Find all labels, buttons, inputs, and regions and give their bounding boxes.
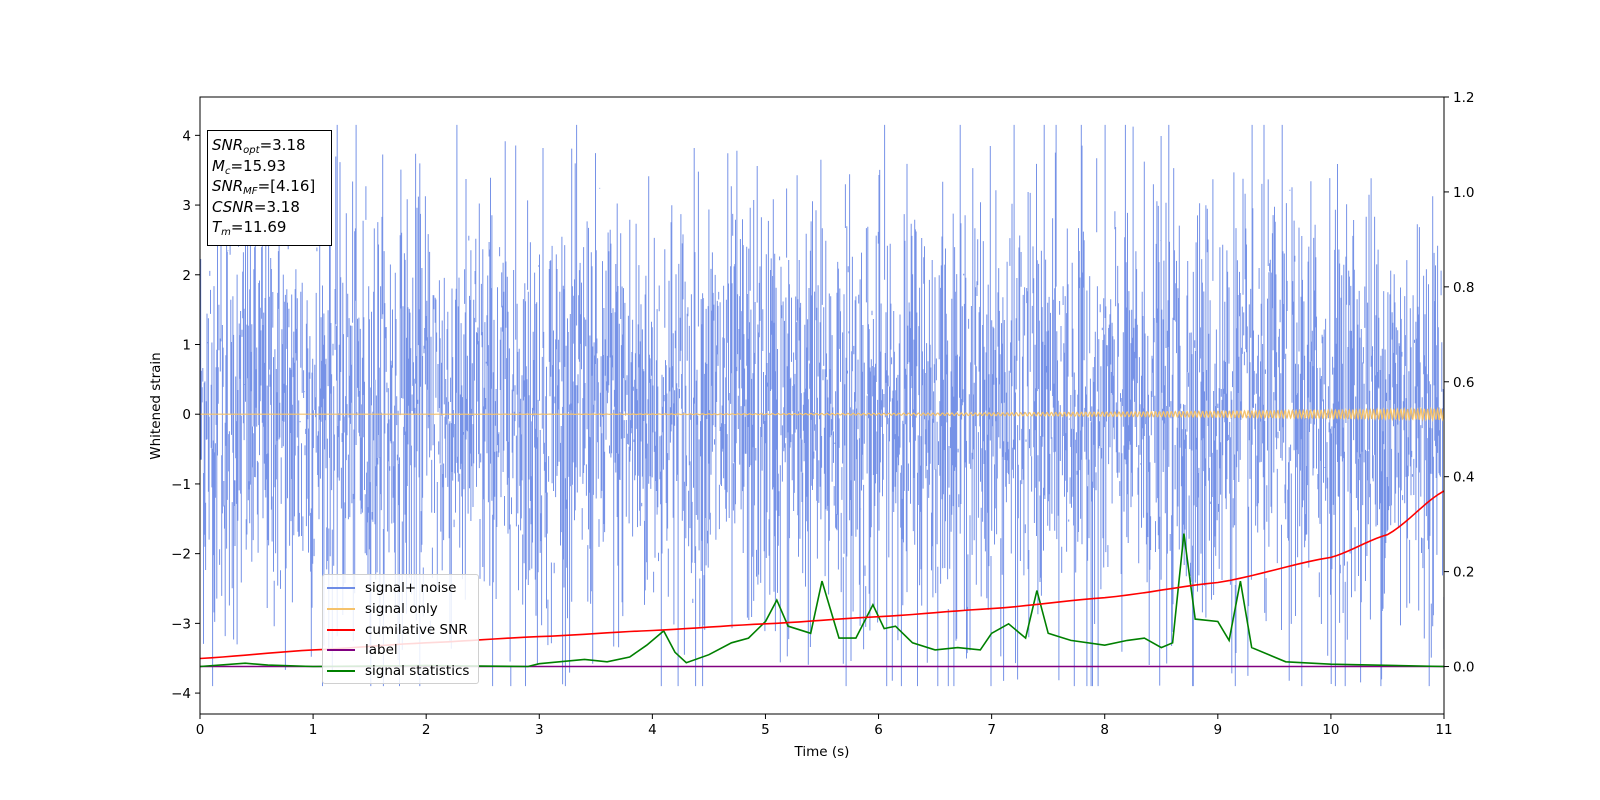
- legend-swatch: [327, 608, 355, 611]
- legend-label: signal+ noise: [365, 580, 457, 597]
- x-axis-ticks: 0 1 2 3 4 5 6 7 8 9 10 11: [196, 714, 1453, 738]
- legend-swatch: [327, 649, 355, 652]
- y-tick-label: 0: [182, 407, 191, 423]
- legend-item-label: label: [327, 640, 478, 661]
- legend-item-signal-noise: signal+ noise: [327, 578, 478, 599]
- snr-mf-sub: MF: [243, 186, 258, 197]
- y-tick-label: 1: [182, 337, 191, 353]
- legend-swatch: [327, 587, 355, 590]
- csnr-value: =3.18: [253, 197, 300, 216]
- x-tick-label: 6: [874, 722, 883, 738]
- x-tick-label: 10: [1322, 722, 1339, 738]
- x-tick-label: 2: [422, 722, 431, 738]
- mc-label: M: [212, 156, 225, 175]
- csnr-line: CSNR=3.18: [212, 197, 331, 218]
- snr-opt-line: SNRopt=3.18: [212, 135, 331, 156]
- mc-sub: c: [224, 165, 231, 177]
- legend-item-signal-only: signal only: [327, 599, 478, 620]
- y-tick-label: −4: [171, 686, 191, 702]
- stats-info-box: SNRopt=3.18 Mc=15.93 SNRMF=[4.16] CSNR=3…: [207, 130, 332, 246]
- x-tick-label: 3: [535, 722, 544, 738]
- tm-line: Tm=11.69: [212, 217, 331, 238]
- x-tick-label: 0: [196, 722, 205, 738]
- plot-frame: [199, 96, 1445, 715]
- y2-tick-label: 1.0: [1453, 185, 1474, 201]
- y-tick-label: −2: [171, 547, 191, 563]
- legend-label: cumilative SNR: [365, 621, 468, 638]
- mc-value: =15.93: [230, 156, 286, 175]
- csnr-label: CSNR: [212, 197, 254, 216]
- legend-label: signal only: [365, 601, 438, 618]
- y2-tick-label: 1.2: [1453, 90, 1474, 106]
- x-tick-label: 4: [648, 722, 657, 738]
- mc-line: Mc=15.93: [212, 156, 331, 177]
- y2-tick-label: 0.8: [1453, 280, 1474, 296]
- legend-label: label: [365, 642, 398, 659]
- y-axis-label: Whitened strain: [148, 352, 164, 459]
- legend-swatch: [327, 628, 355, 631]
- snr-mf-label: SNR: [212, 177, 244, 195]
- snr-opt-label: SNR: [212, 136, 244, 154]
- legend-label: signal statistics: [365, 663, 470, 680]
- x-tick-label: 5: [761, 722, 770, 738]
- y-tick-label: −3: [171, 616, 191, 632]
- y-tick-label: −1: [171, 477, 191, 493]
- tm-value: =11.69: [230, 218, 287, 236]
- y2-tick-label: 0.0: [1453, 660, 1474, 676]
- y2-axis-ticks: 0.0 0.2 0.4 0.6 0.8 1.0 1.2: [1444, 90, 1474, 676]
- legend-swatch: [327, 670, 355, 673]
- snr-opt-sub: opt: [243, 145, 260, 156]
- x-tick-label: 9: [1214, 722, 1223, 738]
- legend-item-signal-statistics: signal statistics: [327, 661, 478, 682]
- x-tick-label: 7: [987, 722, 996, 738]
- snr-mf-value: =[4.16]: [257, 177, 316, 195]
- y-tick-label: 3: [182, 198, 191, 214]
- snr-opt-value: =3.18: [259, 136, 306, 154]
- y2-tick-label: 0.2: [1453, 565, 1474, 581]
- signal-statistics-series: [199, 533, 1445, 668]
- x-tick-label: 8: [1100, 722, 1109, 738]
- x-axis-label: Time (s): [794, 744, 850, 760]
- y-tick-label: 2: [182, 268, 191, 284]
- signal-only-series: [200, 406, 1445, 422]
- legend-item-cumulative-snr: cumilative SNR: [327, 619, 478, 640]
- y-axis-ticks: −4 −3 −2 −1 0 1 2 3 4: [171, 128, 200, 702]
- tm-sub: m: [221, 227, 231, 238]
- x-tick-label: 1: [309, 722, 318, 738]
- tm-label: T: [212, 218, 222, 236]
- y2-tick-label: 0.6: [1453, 375, 1474, 391]
- x-tick-label: 11: [1435, 722, 1452, 738]
- y2-tick-label: 0.4: [1453, 470, 1474, 486]
- legend: signal+ noise signal only cumilative SNR…: [322, 574, 479, 684]
- snr-mf-line: SNRMF=[4.16]: [212, 176, 331, 197]
- y-tick-label: 4: [182, 128, 191, 144]
